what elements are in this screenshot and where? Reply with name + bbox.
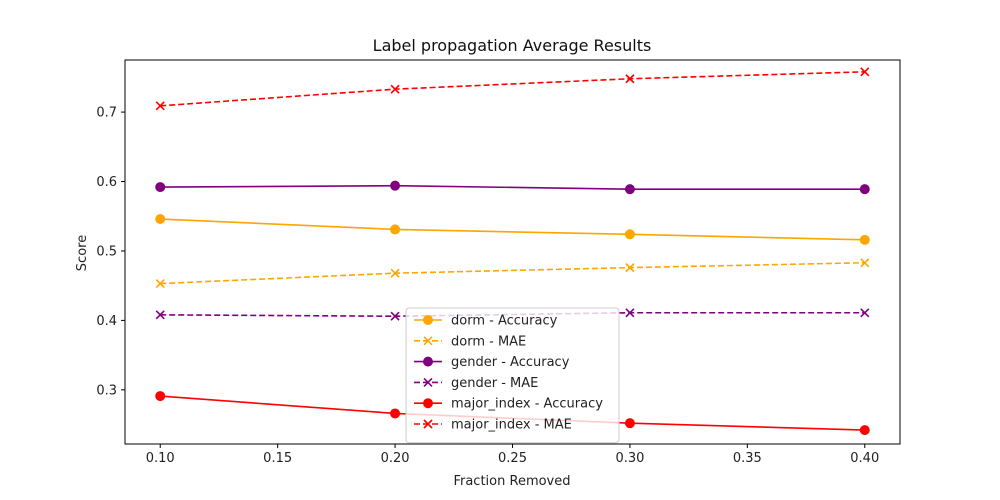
data-point bbox=[155, 310, 165, 320]
x-axis-title: Fraction Removed bbox=[453, 474, 570, 489]
legend-marker bbox=[423, 356, 433, 367]
series-line bbox=[160, 71, 865, 107]
data-point bbox=[155, 391, 166, 402]
legend-box bbox=[405, 307, 620, 444]
x-tick-label: 0.35 bbox=[733, 451, 762, 466]
data-point bbox=[624, 184, 635, 195]
legend-marker bbox=[423, 315, 433, 325]
series-1 bbox=[155, 258, 870, 289]
legend-marker bbox=[423, 377, 433, 387]
legend-marker bbox=[423, 419, 433, 429]
ticks-layer: 0.10 0.15 0.20 0.25 0.30 0.35 0.40 0.3 0.4 0.5 0.6… bbox=[96, 106, 879, 466]
y-tick-label: 0.4 bbox=[96, 314, 117, 329]
series-line bbox=[160, 184, 865, 190]
legend-entry: dorm - Accuracy bbox=[414, 314, 558, 329]
legend-label: major_index - MAE bbox=[451, 418, 572, 433]
series-line bbox=[160, 218, 865, 241]
data-point bbox=[155, 101, 165, 111]
data-point bbox=[859, 184, 870, 195]
data-point bbox=[624, 418, 635, 429]
data-point bbox=[390, 408, 401, 419]
legend-label: gender - Accuracy bbox=[451, 355, 570, 370]
legend-entry: gender - MAE bbox=[414, 376, 538, 391]
legend-label: dorm - MAE bbox=[451, 334, 526, 349]
data-point bbox=[860, 67, 870, 77]
series-2 bbox=[155, 180, 870, 195]
data-point bbox=[624, 229, 635, 240]
legend-label: gender - MAE bbox=[451, 376, 538, 391]
x-tick-label: 0.10 bbox=[146, 451, 175, 466]
data-point bbox=[155, 214, 166, 225]
y-axis-title: Score bbox=[75, 235, 90, 271]
legend-entry: major_index - Accuracy bbox=[414, 397, 603, 412]
x-tick-label: 0.20 bbox=[381, 451, 410, 466]
data-point bbox=[390, 180, 401, 191]
x-tick-label: 0.30 bbox=[615, 451, 644, 466]
chart-title: Label propagation Average Results bbox=[373, 36, 652, 55]
data-point bbox=[859, 425, 870, 436]
data-point bbox=[390, 268, 400, 278]
data-point bbox=[859, 234, 870, 245]
legend-label: dorm - Accuracy bbox=[451, 314, 558, 329]
y-tick-label: 0.6 bbox=[96, 175, 117, 190]
y-tick-label: 0.3 bbox=[96, 383, 117, 398]
data-point bbox=[625, 308, 635, 318]
data-point bbox=[155, 182, 166, 193]
series-line bbox=[160, 261, 865, 285]
data-point bbox=[860, 258, 870, 268]
y-tick-label: 0.7 bbox=[96, 106, 117, 121]
legend-marker bbox=[423, 336, 433, 346]
data-point bbox=[390, 311, 400, 321]
x-tick-label: 0.25 bbox=[498, 451, 527, 466]
legend-marker bbox=[423, 398, 433, 409]
series-5 bbox=[155, 67, 870, 111]
legend-entry: gender - Accuracy bbox=[414, 355, 570, 370]
data-point bbox=[625, 263, 635, 273]
legend-entry: dorm - MAE bbox=[414, 334, 526, 349]
data-point bbox=[390, 84, 400, 94]
data-point bbox=[390, 224, 401, 235]
series-0 bbox=[155, 214, 870, 245]
legend-label: major_index - Accuracy bbox=[451, 397, 603, 412]
y-tick-label: 0.5 bbox=[96, 244, 117, 259]
x-tick-label: 0.15 bbox=[263, 451, 292, 466]
legend: dorm - Accuracy dorm - MAE gender - Accura… bbox=[405, 307, 620, 444]
x-tick-label: 0.40 bbox=[850, 451, 879, 466]
legend-entry: major_index - MAE bbox=[414, 418, 572, 433]
plot-area-frame bbox=[124, 59, 901, 445]
data-point bbox=[860, 308, 870, 318]
data-point bbox=[625, 74, 635, 84]
data-point bbox=[155, 279, 165, 289]
